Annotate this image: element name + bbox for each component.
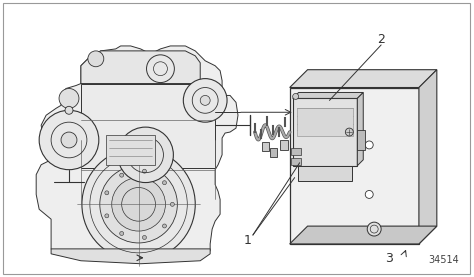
Text: 3: 3: [385, 252, 393, 265]
Circle shape: [105, 214, 109, 218]
Bar: [262, 142, 269, 151]
Circle shape: [120, 232, 124, 235]
Circle shape: [143, 235, 146, 239]
Circle shape: [163, 181, 166, 185]
Bar: [298, 166, 352, 181]
Bar: [357, 130, 365, 150]
Circle shape: [118, 127, 173, 183]
Polygon shape: [290, 226, 437, 244]
Bar: [297, 108, 353, 136]
Text: 34514: 34514: [428, 255, 459, 265]
Circle shape: [137, 147, 154, 163]
Circle shape: [367, 222, 381, 236]
Circle shape: [365, 141, 373, 149]
Circle shape: [163, 224, 166, 228]
Bar: [81, 84, 215, 168]
Polygon shape: [290, 70, 437, 88]
Circle shape: [365, 191, 373, 198]
Bar: [291, 158, 301, 165]
Polygon shape: [81, 51, 200, 84]
Circle shape: [65, 106, 73, 114]
Circle shape: [61, 132, 77, 148]
Bar: [292, 98, 357, 166]
Polygon shape: [357, 93, 363, 166]
Polygon shape: [36, 46, 238, 261]
Circle shape: [105, 191, 109, 195]
Circle shape: [59, 89, 79, 108]
Bar: [291, 148, 301, 155]
Bar: [280, 140, 288, 150]
Polygon shape: [292, 93, 363, 98]
Bar: [290, 88, 419, 244]
Circle shape: [200, 96, 210, 105]
Polygon shape: [51, 249, 210, 264]
Polygon shape: [419, 70, 437, 244]
Circle shape: [39, 110, 99, 170]
Circle shape: [112, 178, 165, 231]
Circle shape: [292, 93, 299, 99]
Text: 1: 1: [244, 234, 252, 247]
Circle shape: [146, 55, 174, 83]
Bar: [270, 148, 277, 157]
Bar: [106, 135, 155, 165]
Circle shape: [120, 173, 124, 177]
Circle shape: [346, 128, 353, 136]
Circle shape: [143, 169, 146, 173]
Circle shape: [82, 148, 195, 261]
Text: 2: 2: [377, 32, 385, 45]
Circle shape: [170, 202, 174, 206]
Circle shape: [88, 51, 104, 67]
Circle shape: [100, 166, 177, 243]
Circle shape: [183, 79, 227, 122]
